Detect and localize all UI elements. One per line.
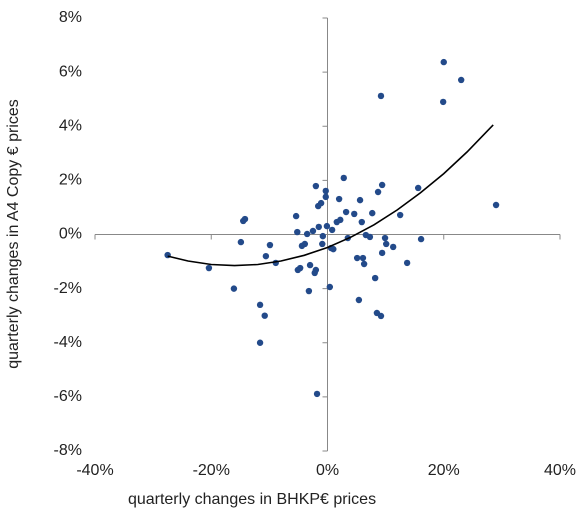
point [381,234,389,242]
point [266,241,274,249]
point [356,196,364,204]
point [457,76,465,84]
y-tick-label: 4% [59,117,82,134]
point [371,274,379,282]
point [359,254,367,262]
point [340,174,347,182]
point [326,283,334,291]
point [319,232,327,240]
point [439,98,447,106]
y-axis-title: quarterly changes in A4 Copy € prices [5,99,22,368]
point [492,201,500,209]
point [230,285,238,292]
y-tick-label: -8% [54,442,82,459]
point [328,226,336,234]
point [306,261,314,269]
point [319,240,326,248]
x-tick-label: 40% [544,462,576,479]
point [296,264,304,272]
point [378,181,386,189]
point [377,92,385,100]
x-tick-label: -20% [193,462,230,479]
point [256,301,264,309]
point [414,184,422,192]
y-tick-label: 2% [59,172,82,189]
point [261,312,268,319]
point [403,259,411,267]
point [355,296,363,304]
y-tick-label: -2% [54,280,82,297]
point [309,227,317,235]
point [322,193,329,201]
point [294,228,301,236]
point [417,235,425,243]
trendline [167,124,494,267]
point [315,223,322,231]
point [358,218,365,226]
point [313,390,321,398]
x-tick-label: -40% [76,462,113,479]
y-tick-label: 8% [59,9,82,26]
point [342,208,350,216]
point [312,266,320,274]
point [205,264,213,272]
point [374,188,382,196]
x-tick-label: 0% [316,462,339,479]
point [389,243,397,251]
y-tick-label: -4% [54,334,82,351]
point [330,245,337,253]
x-axis-title: quarterly changes in BHKP€ prices [128,491,376,508]
point [377,312,385,320]
point [301,240,309,248]
point [303,230,311,238]
point [323,222,331,230]
point [440,58,447,66]
point [292,212,300,220]
x-tick-label: 20% [428,462,460,479]
point [322,187,329,195]
point [241,215,249,223]
point [305,287,313,295]
point [351,210,358,218]
point [335,195,343,203]
point [369,209,376,217]
point [337,216,344,224]
point [312,182,320,190]
point [378,249,386,257]
y-tick-label: -6% [54,388,82,405]
point [256,339,264,346]
point [396,211,404,219]
point [237,238,245,246]
point [317,199,325,207]
y-tick-label: 0% [59,226,82,243]
point [366,233,374,241]
point [262,252,270,260]
y-tick-label: 6% [59,63,82,80]
point [353,254,361,262]
point [360,260,368,268]
point [383,240,390,248]
